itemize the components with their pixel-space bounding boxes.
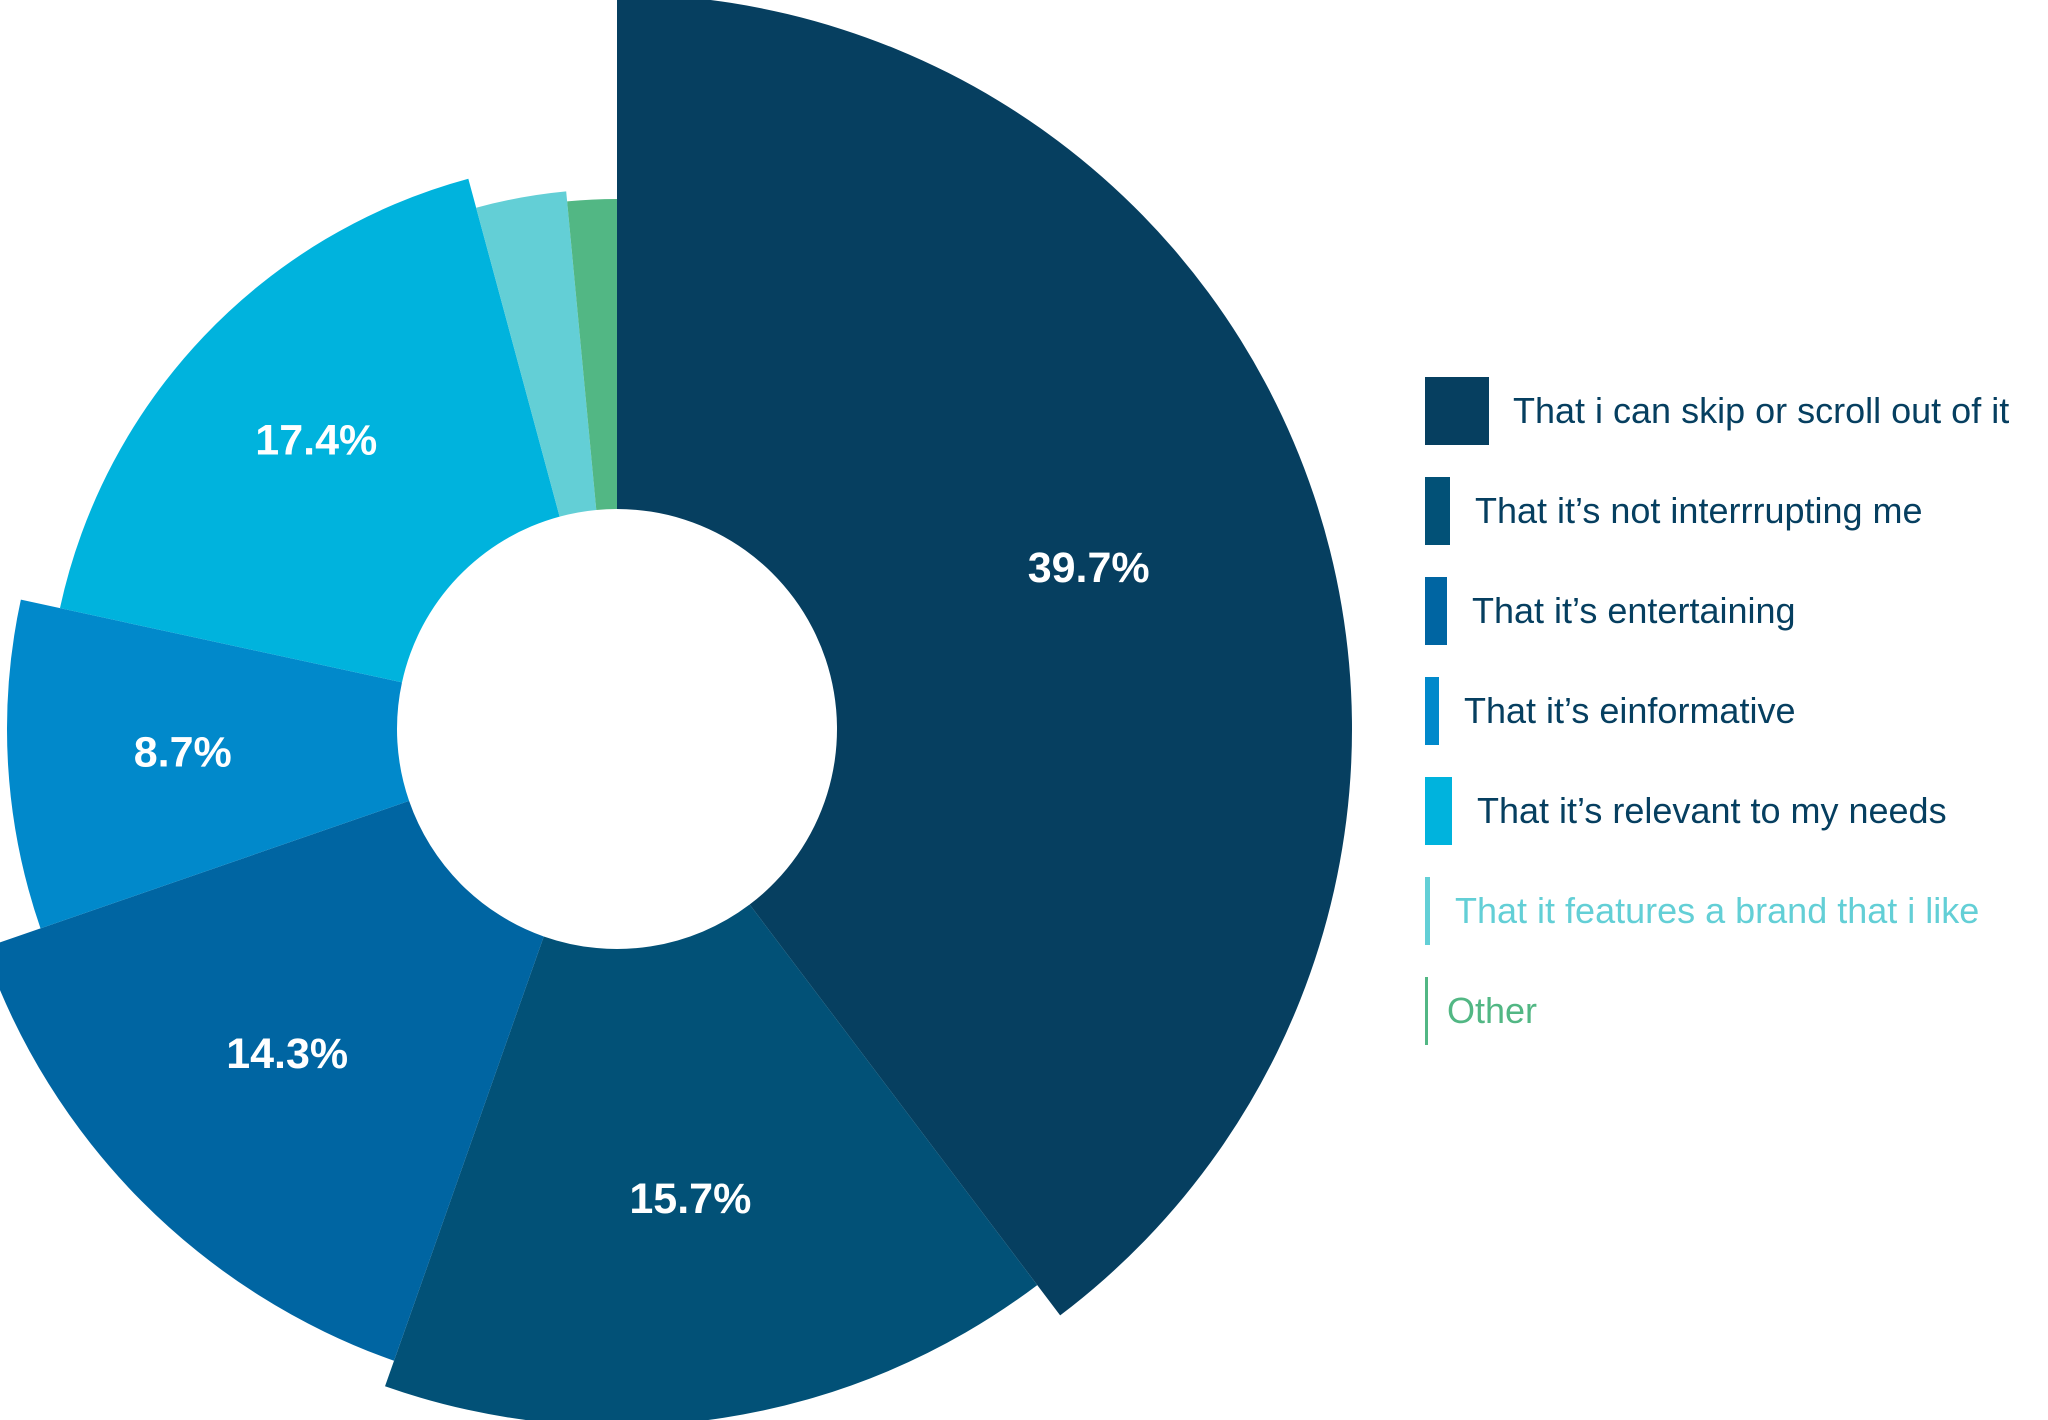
slice-value-label: 8.7% [134,728,232,776]
legend-swatch [1425,677,1439,745]
chart-legend: That i can skip or scroll out of it That… [1425,377,2045,1077]
legend-swatch [1425,377,1489,445]
legend-label: That it’s not interrrupting me [1475,490,1923,531]
legend-item: That it’s not interrrupting me [1425,477,2045,545]
slice-value-label: 15.7% [629,1175,751,1223]
legend-label: That it’s einformative [1464,690,1796,731]
legend-swatch [1425,977,1428,1045]
slice-value-label: 39.7% [1028,544,1150,592]
legend-item: That it’s relevant to my needs [1425,777,2045,845]
legend-item: That it features a brand that i like [1425,877,2045,945]
legend-swatch [1425,777,1452,845]
legend-label: Other [1447,990,1538,1031]
legend-item: That it’s entertaining [1425,577,2045,645]
legend-label: That i can skip or scroll out of it [1513,390,2010,431]
chart-slices [0,0,1352,1420]
chart-slice-labels: 39.7% 15.7% 14.3% 8.7% 17.4% [134,416,1150,1223]
legend-label: That it’s entertaining [1472,590,1796,631]
pie-slice [385,904,1038,1420]
legend-label: That it features a brand that i like [1455,890,1980,931]
pie-slice [59,178,560,683]
pie-slice [476,191,597,517]
pie-slice [7,599,410,929]
legend-item: Other [1425,977,2045,1045]
legend-item: That it’s einformative [1425,677,2045,745]
pie-slice [617,0,1352,1316]
legend-label: That it’s relevant to my needs [1477,790,1947,831]
slice-value-label: 17.4% [255,416,377,464]
legend-swatch [1425,577,1447,645]
pie-slice [567,199,617,510]
legend-swatch [1425,877,1430,945]
legend-swatch [1425,477,1450,545]
slice-value-label: 14.3% [226,1030,348,1078]
pie-slice [0,800,544,1361]
legend-item: That i can skip or scroll out of it [1425,377,2045,445]
